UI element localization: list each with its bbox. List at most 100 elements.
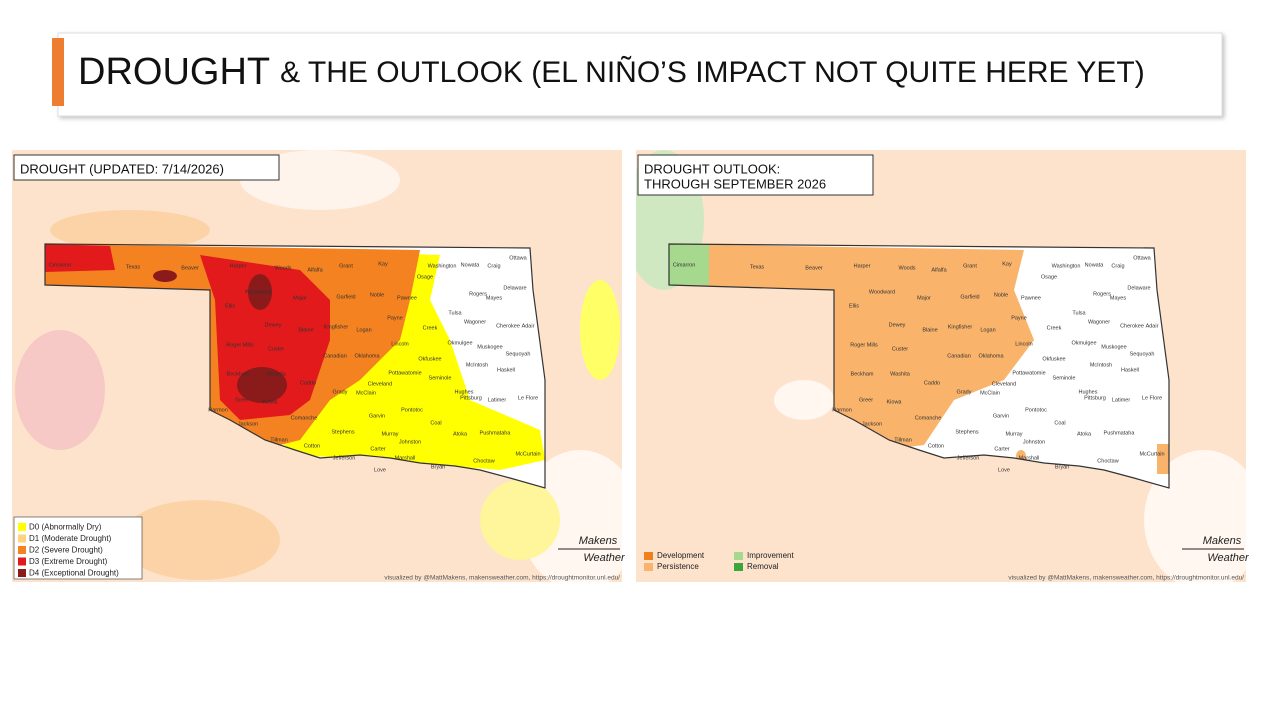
county-label: Johnston xyxy=(1023,439,1045,445)
county-label: Oklahoma xyxy=(978,353,1004,359)
credit: visualized by @MattMakens, makensweather… xyxy=(1008,575,1244,582)
county-label: Pottawatomie xyxy=(1012,370,1045,376)
county-label: Lincoln xyxy=(1015,341,1032,347)
county-label: Osage xyxy=(1041,274,1057,280)
legend-label: Development xyxy=(657,551,705,560)
county-label: Wagoner xyxy=(464,319,486,325)
county-label: Hughes xyxy=(455,389,474,395)
county-label: Pawnee xyxy=(397,295,417,301)
county-label: Caddo xyxy=(924,380,940,386)
county-label: Woods xyxy=(274,265,291,271)
county-label: Mayes xyxy=(486,295,502,301)
county-label: Pittsburg xyxy=(1084,395,1106,401)
logo-text: Weather xyxy=(583,552,626,564)
map-title-box xyxy=(13,154,280,181)
county-label: McCurtain xyxy=(1139,451,1164,457)
title-accent xyxy=(52,38,64,106)
county-label: Caddo xyxy=(300,380,316,386)
county-label: Beaver xyxy=(805,265,823,271)
county-label: Nowata xyxy=(461,262,481,268)
county-label: Harper xyxy=(230,263,247,269)
county-label: Sequoyah xyxy=(1130,351,1155,357)
county-label: Johnston xyxy=(399,439,421,445)
county-label: Washington xyxy=(428,263,457,269)
county-label: McIntosh xyxy=(1090,362,1112,368)
county-label: Cimarron xyxy=(49,262,72,268)
county-label: Oklahoma xyxy=(354,353,380,359)
county-label: Carter xyxy=(994,446,1009,452)
county-label: Canadian xyxy=(323,353,347,359)
county-label: Grant xyxy=(339,263,353,269)
county-label: Tillman xyxy=(894,437,912,443)
legend-label: D2 (Severe Drought) xyxy=(29,546,103,555)
county-label: Canadian xyxy=(947,353,971,359)
county-label: Le Flore xyxy=(518,395,538,401)
legend-swatch xyxy=(18,523,26,531)
legend-label: Improvement xyxy=(747,551,794,560)
county-label: Sequoyah xyxy=(506,351,531,357)
county-label: Carter xyxy=(370,446,385,452)
county-label: Texas xyxy=(750,264,765,270)
county-label: Haskell xyxy=(1121,367,1139,373)
county-label: Beckham xyxy=(851,371,874,377)
title-rest: & THE OUTLOOK (EL NIÑO’S IMPACT NOT QUIT… xyxy=(280,55,1145,89)
slide-title: DROUGHT & THE OUTLOOK (EL NIÑO’S IMPACT N… xyxy=(78,51,1145,93)
county-label: Pottawatomie xyxy=(388,370,421,376)
county-label: Roger Mills xyxy=(850,342,878,348)
county-label: Bryan xyxy=(431,464,445,470)
county-label: Cimarron xyxy=(673,262,696,268)
county-label: Le Flore xyxy=(1142,395,1162,401)
county-label: Muskogee xyxy=(1101,344,1126,350)
county-label: Comanche xyxy=(291,415,318,421)
county-label: Bryan xyxy=(1055,464,1069,470)
county-label: Wagoner xyxy=(1088,319,1110,325)
county-label: Garfield xyxy=(336,294,355,300)
county-label: Rogers xyxy=(469,291,487,297)
county-label: Kingfisher xyxy=(948,324,973,330)
state-outline xyxy=(44,243,546,489)
county-label: Woodward xyxy=(245,289,271,295)
county-label: Harmon xyxy=(832,407,852,413)
county-label: Noble xyxy=(994,292,1008,298)
county-label: Kingfisher xyxy=(324,324,349,330)
county-label: Jefferson xyxy=(957,455,980,461)
county-label: Okmulgee xyxy=(447,340,472,346)
county-label: Custer xyxy=(892,346,908,352)
county-label: Garvin xyxy=(993,413,1009,419)
county-label: Kiowa xyxy=(263,399,279,405)
county-label: Creek xyxy=(423,325,438,331)
county-label: Adair xyxy=(522,323,535,329)
county-label: Grady xyxy=(333,389,348,395)
legend-box xyxy=(13,516,143,580)
county-label: Grady xyxy=(957,389,972,395)
county-label: Ottawa xyxy=(509,255,527,261)
county-label: Stephens xyxy=(955,429,978,435)
county-label: Osage xyxy=(417,274,433,280)
county-label: Marshall xyxy=(1019,455,1040,461)
county-label: Alfalfa xyxy=(307,267,323,273)
county-label: McClain xyxy=(980,390,1000,396)
county-label: Kay xyxy=(378,261,388,267)
map-title: DROUGHT OUTLOOK: xyxy=(644,161,780,176)
county-label: Love xyxy=(998,467,1010,473)
county-label: Tulsa xyxy=(1072,310,1086,316)
county-label: Greer xyxy=(859,397,873,403)
logo-text: Weather xyxy=(1207,552,1250,564)
county-label: Choctaw xyxy=(1097,458,1118,464)
drought-map: Cimarron Texas Beaver Harper Woods Alfalfa Gra… xyxy=(12,150,626,582)
county-label: Kay xyxy=(1002,261,1012,267)
county-label: Adair xyxy=(1146,323,1159,329)
county-label: Woodward xyxy=(869,289,895,295)
legend-swatch xyxy=(18,569,26,577)
county-label: Jackson xyxy=(862,421,882,427)
county-label: Latimer xyxy=(1112,397,1131,403)
county-label: Muskogee xyxy=(477,344,502,350)
map-title-box xyxy=(637,154,874,196)
county-label: McCurtain xyxy=(515,451,540,457)
county-label: Craig xyxy=(1111,263,1124,269)
county-label: Harper xyxy=(854,263,871,269)
county-label: Delaware xyxy=(1127,285,1150,291)
county-label: Cleveland xyxy=(992,381,1016,387)
county-label: Delaware xyxy=(503,285,526,291)
county-label: Noble xyxy=(370,292,384,298)
